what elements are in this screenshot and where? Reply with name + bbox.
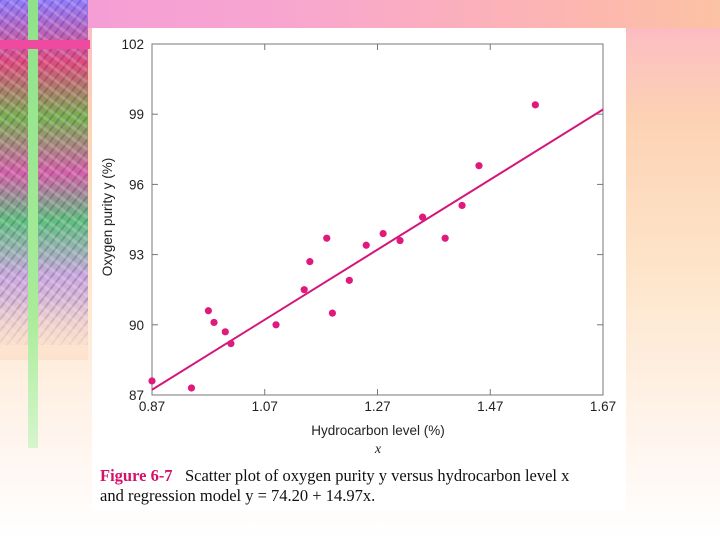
y-tick-label: 90 xyxy=(129,318,144,333)
y-tick-label: 102 xyxy=(121,37,144,52)
data-point xyxy=(475,162,483,170)
data-point xyxy=(441,234,449,242)
data-point xyxy=(306,258,314,266)
y-tick-label: 87 xyxy=(129,388,144,403)
figure-label: Figure 6-7 xyxy=(100,466,173,485)
data-point xyxy=(227,339,235,348)
y-tick-label: 96 xyxy=(129,177,144,192)
x-axis-label: Hydrocarbon level (%) xyxy=(311,423,445,438)
data-point xyxy=(362,241,370,249)
data-point xyxy=(458,201,466,210)
data-point xyxy=(221,328,229,336)
data-point xyxy=(323,234,331,242)
y-axis-label: Oxygen purity y (%) xyxy=(100,158,115,277)
data-point xyxy=(187,384,196,392)
data-points xyxy=(148,101,539,392)
data-point xyxy=(210,318,218,327)
y-tick-label: 99 xyxy=(129,107,144,122)
data-point xyxy=(396,236,404,245)
decorative-mosaic-strip xyxy=(0,0,88,345)
figure-caption: Figure 6-7 Scatter plot of oxygen purity… xyxy=(100,466,625,506)
x-tick-label: 1.47 xyxy=(477,399,503,414)
data-point xyxy=(419,213,427,221)
decorative-vertical-bar xyxy=(28,0,38,448)
data-point xyxy=(204,307,212,315)
caption-line-1: Scatter plot of oxygen purity y versus h… xyxy=(184,466,570,485)
plot-area-frame xyxy=(151,43,604,396)
x-tick-label: 0.87 xyxy=(139,399,165,414)
top-decorative-band xyxy=(0,0,720,28)
decorative-horizontal-bar xyxy=(0,40,90,49)
data-point xyxy=(379,229,387,238)
data-point xyxy=(300,286,308,294)
data-point xyxy=(531,101,539,109)
x-axis-variable: x xyxy=(374,442,382,457)
data-point xyxy=(345,276,353,284)
x-tick-label: 1.67 xyxy=(590,399,616,414)
x-axis-ticks: 0.87 1.07 1.27 1.47 1.67 xyxy=(139,44,616,414)
regression-line xyxy=(151,108,604,391)
y-tick-label: 93 xyxy=(129,248,144,263)
y-axis-ticks: 87 90 93 96 99 102 xyxy=(121,37,603,403)
data-point xyxy=(272,321,280,329)
data-point xyxy=(328,309,336,317)
decorative-fade xyxy=(0,300,88,360)
data-point xyxy=(148,377,156,385)
caption-line-2: and regression model y = 74.20 + 14.97x. xyxy=(100,486,376,505)
x-tick-label: 1.07 xyxy=(252,399,278,414)
x-tick-label: 1.27 xyxy=(364,399,390,414)
